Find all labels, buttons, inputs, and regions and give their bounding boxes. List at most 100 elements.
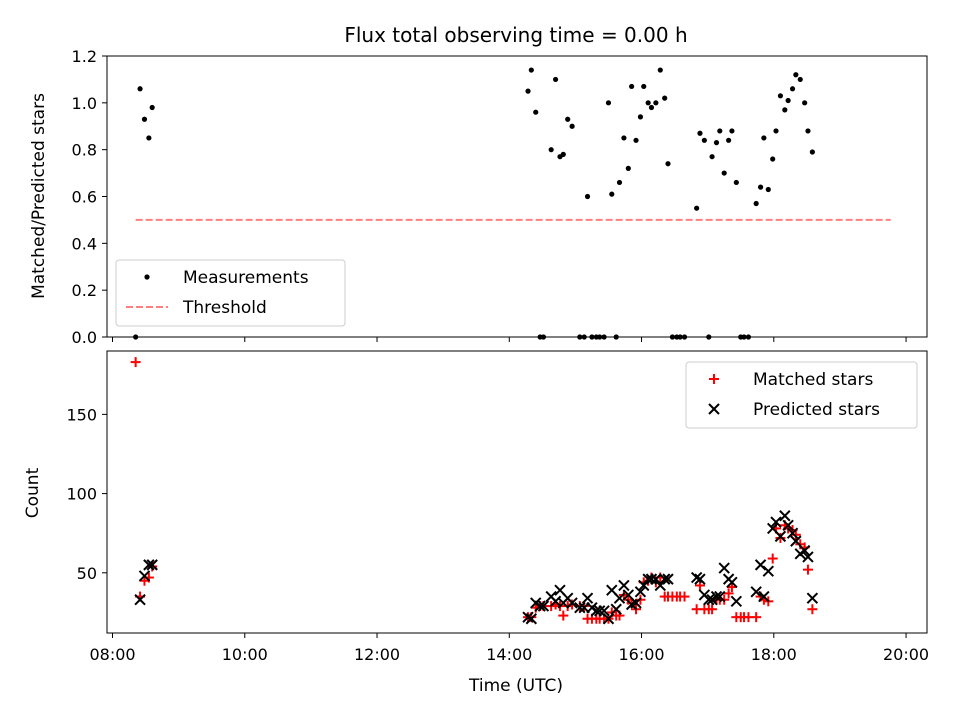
predicted-star-point [774, 530, 787, 543]
predicted-star-point [750, 586, 762, 598]
predicted-star-point [798, 544, 811, 557]
measurement-point [665, 161, 671, 167]
predicted-star-point [613, 592, 626, 604]
predicted-star-point [522, 611, 534, 623]
top-title: Flux total observing time = 0.00 h [344, 23, 687, 47]
predicted-star-point [134, 594, 146, 606]
matched-star-point [767, 553, 778, 564]
matched-star-point [751, 612, 762, 623]
predicted-star-point [762, 565, 774, 577]
predicted-star-point [143, 559, 155, 571]
predicted-star-point [581, 592, 594, 604]
top-x-ticks [112, 337, 907, 342]
measurement-point [753, 200, 759, 207]
measurement-point [621, 135, 627, 141]
measurement-point [757, 184, 764, 190]
predicted-star-point [537, 600, 550, 612]
measurement-point [797, 76, 803, 83]
legend-measurements-marker [144, 274, 150, 280]
measurement-point [765, 186, 771, 193]
top-y-tick-label: 1.2 [72, 47, 97, 66]
predicted-star-point [602, 613, 615, 625]
measurement-point [793, 72, 799, 78]
measurement-point [761, 135, 767, 141]
predicted-star-point [146, 559, 158, 571]
predicted-star-point [806, 592, 819, 604]
matched-star-point [802, 564, 813, 575]
bottom-axes-frame [106, 350, 928, 634]
measurement-point [697, 130, 703, 136]
measurement-point [805, 128, 811, 134]
x-axis-label: Time (UTC) [468, 676, 563, 696]
x-tick-label: 08:00 [89, 645, 135, 664]
predicted-star-point [782, 519, 794, 531]
measurement-point [616, 179, 623, 186]
top-y-tick-label: 0.4 [72, 234, 97, 253]
predicted-star-point [790, 535, 802, 547]
predicted-star-point [802, 551, 814, 563]
bottom-y-tick-label: 50 [77, 564, 97, 583]
measurement-point [717, 128, 723, 134]
predicted-star-point [566, 597, 578, 609]
measurement-point [653, 100, 659, 106]
predicted-star-point [662, 573, 674, 585]
legend-predicted-marker [708, 403, 720, 415]
measurement-point [694, 205, 700, 211]
predicted-star-point [618, 579, 630, 592]
measurement-point [662, 95, 668, 101]
x-tick-label: 18:00 [751, 645, 797, 664]
x-tick-label: 10:00 [222, 645, 268, 664]
predicted-star-point [630, 597, 642, 609]
measurement-point [533, 109, 539, 115]
predicted-star-point [694, 573, 706, 585]
matched-star-point [707, 604, 718, 615]
predicted-star-point [598, 605, 610, 617]
predicted-star-point [658, 573, 671, 585]
matched-star-point [775, 532, 786, 543]
predicted-star-point [525, 613, 538, 625]
measurement-point [137, 86, 143, 92]
predicted-star-point [779, 510, 791, 522]
matched-star-point [558, 610, 569, 621]
x-tick-label: 12:00 [354, 645, 400, 664]
legend-predicted-label: Predicted stars [753, 400, 880, 420]
legend-threshold-label: Threshold [182, 298, 267, 318]
matched-star-point [723, 588, 734, 599]
measurement-point [552, 76, 559, 83]
x-tick-label: 16:00 [618, 645, 664, 664]
measurement-point [782, 107, 788, 113]
predicted-star-point [718, 562, 730, 574]
bottom-y-tick-label: 150 [66, 405, 97, 424]
bottom-y-axis-label: Count [23, 467, 43, 518]
top-legend-box [115, 259, 346, 327]
measurement-point [733, 179, 739, 186]
measurement-point [789, 86, 796, 92]
predicted-star-point [593, 605, 606, 617]
measurement-point [709, 154, 715, 160]
top-legend: Measurements Threshold [115, 259, 346, 327]
bottom-legend-box [685, 361, 918, 429]
measurement-point [569, 123, 575, 129]
measurement-point [657, 67, 663, 73]
top-y-tick-label: 0.6 [72, 188, 97, 207]
star-count-points [130, 357, 819, 625]
legend-matched-label: Matched stars [753, 370, 873, 390]
legend-measurements-label: Measurements [183, 268, 309, 288]
measurement-point [721, 170, 727, 176]
measurement-point [777, 93, 784, 99]
predicted-star-point [710, 590, 723, 603]
measurement-point [146, 135, 152, 141]
measurement-point [633, 137, 639, 143]
measurement-point [726, 137, 732, 143]
measurement-point [560, 151, 566, 157]
measurement-point [713, 140, 720, 146]
measurement-point [802, 100, 808, 106]
measurement-point [770, 156, 776, 162]
measurement-point [584, 193, 591, 200]
predicted-star-point [770, 516, 782, 528]
bottom-y-ticks: 50 100 150 [66, 405, 107, 583]
measurement-point [625, 165, 631, 171]
predicted-star-point [634, 586, 647, 598]
